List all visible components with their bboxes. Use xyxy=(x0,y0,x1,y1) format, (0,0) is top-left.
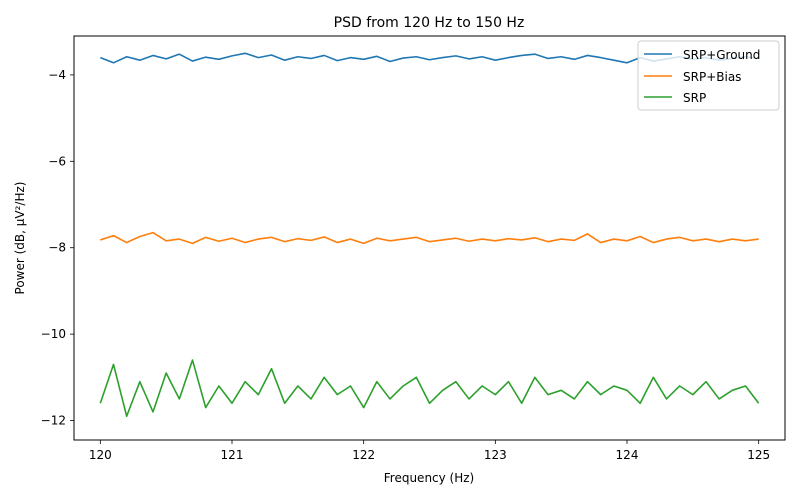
y-axis-label: Power (dB, μV²/Hz) xyxy=(13,182,27,295)
legend-box xyxy=(637,40,780,111)
x-tick-label: 125 xyxy=(747,448,770,462)
y-tick-label: −12 xyxy=(41,414,66,428)
legend-label-srp-ground: SRP+Ground xyxy=(683,48,760,62)
plot-frame xyxy=(73,35,786,441)
x-axis: 120 121 122 123 124 125 xyxy=(89,440,770,462)
x-tick-label: 122 xyxy=(352,448,375,462)
series-line-srp-bias xyxy=(100,231,759,245)
series-line-srp xyxy=(99,359,760,418)
legend-label-srp: SRP xyxy=(683,91,706,105)
y-axis: −12 −10 −8 −6 −4 xyxy=(41,68,74,428)
x-tick-label: 120 xyxy=(89,448,112,462)
y-tick-label: −6 xyxy=(48,154,66,168)
y-tick-label: −10 xyxy=(41,327,66,341)
x-tick-label: 123 xyxy=(484,448,507,462)
legend: SRP+Ground SRP+Bias SRP xyxy=(637,40,780,111)
legend-label-srp-bias: SRP+Bias xyxy=(683,70,741,84)
chart-title: PSD from 120 Hz to 150 Hz xyxy=(334,15,525,31)
y-tick-label: −8 xyxy=(48,241,66,255)
x-tick-label: 121 xyxy=(221,448,244,462)
y-tick-label: −4 xyxy=(48,68,66,82)
x-axis-label: Frequency (Hz) xyxy=(384,471,475,485)
x-tick-label: 124 xyxy=(616,448,639,462)
